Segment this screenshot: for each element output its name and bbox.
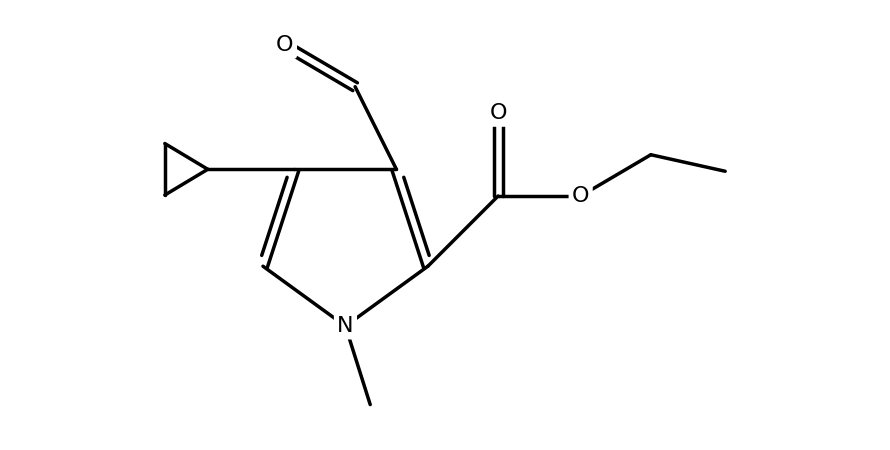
Text: N: N xyxy=(337,316,353,336)
Text: O: O xyxy=(490,104,506,123)
Text: O: O xyxy=(276,36,294,55)
Text: O: O xyxy=(572,186,589,206)
